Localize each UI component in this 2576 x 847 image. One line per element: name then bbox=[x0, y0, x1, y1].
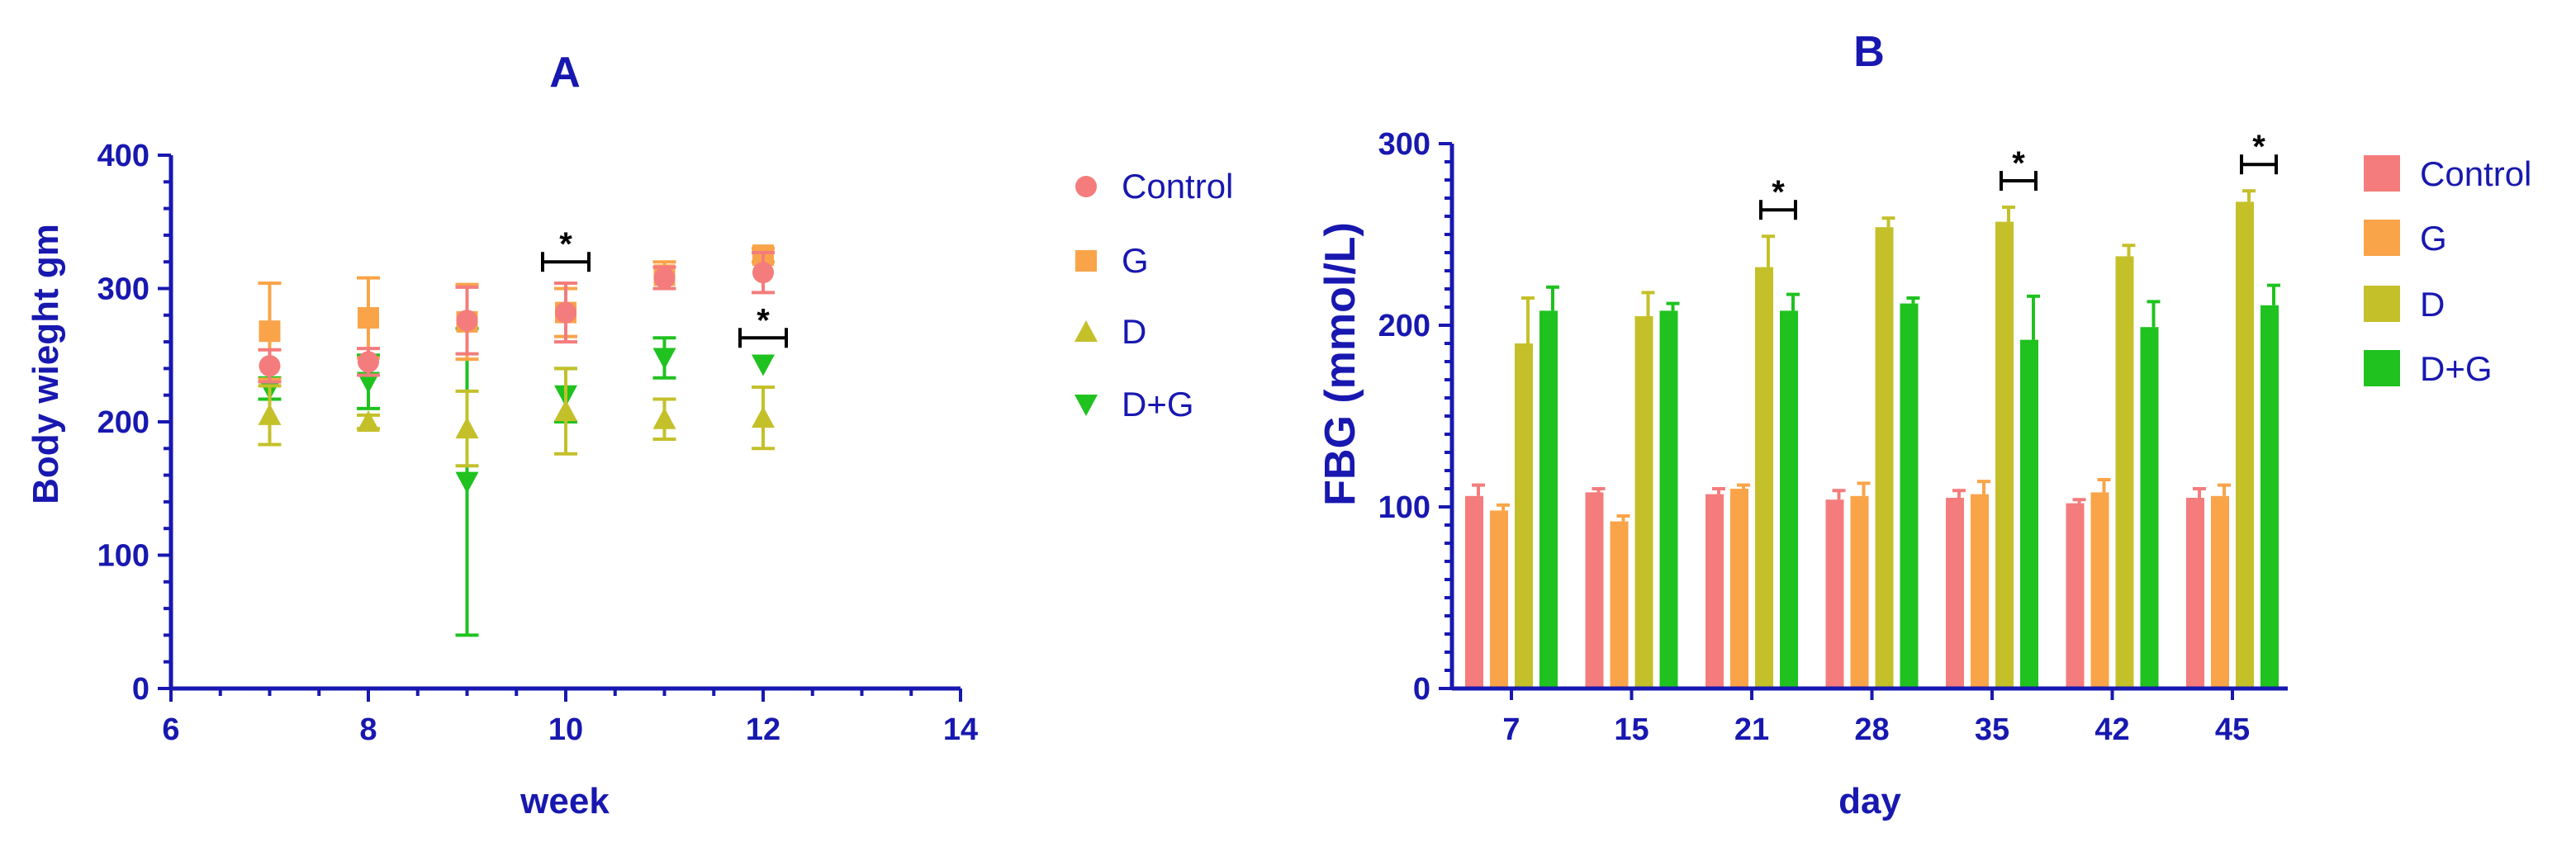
panel-b-x-tick-label: 28 bbox=[1854, 712, 1889, 747]
panel-b-control-bar bbox=[1465, 495, 1483, 688]
panel-b-d-bar bbox=[1755, 267, 1773, 688]
panel-b-d-bar bbox=[1995, 221, 2014, 689]
panel-b-d-bar bbox=[1515, 343, 1533, 688]
panel-a-d-plus-g-point bbox=[752, 354, 775, 376]
panel-a-x-tick-label: 10 bbox=[548, 712, 583, 747]
panel-b-x-tick-label: 21 bbox=[1734, 712, 1769, 747]
panel-a-control-point bbox=[555, 301, 576, 324]
panel-a-y-tick-label: 0 bbox=[132, 672, 149, 707]
panel-b-g-bar bbox=[1971, 494, 1989, 688]
panel-a-x-tick-label: 8 bbox=[359, 712, 377, 747]
panel-b-g-bar bbox=[1610, 521, 1629, 688]
panel-a-d-point bbox=[455, 417, 479, 439]
panel-b-x-tick-label: 35 bbox=[1975, 712, 2009, 747]
panel-b-legend-swatch-control bbox=[2364, 155, 2400, 192]
panel-a-significance-star: * bbox=[559, 226, 572, 263]
panel-b-g-bar bbox=[2090, 492, 2109, 688]
panel-b-y-tick-label: 100 bbox=[1378, 490, 1430, 525]
panel-a-d-plus-g-point bbox=[357, 371, 380, 394]
panel-b-d-plus-g-bar bbox=[1900, 303, 1919, 688]
panel-a-legend-label: Control bbox=[1122, 167, 1233, 206]
panel-b-y-tick-label: 200 bbox=[1378, 309, 1430, 343]
panel-b-legend-swatch-d bbox=[2364, 286, 2400, 322]
panel-b-bar-chart: B 0 100 200 300 7 15 21 28 35 42 45 day FBG (mmol/L) *… bbox=[1316, 28, 2531, 821]
panel-a-y-tick-label: 300 bbox=[97, 272, 149, 307]
panel-a-d-point bbox=[752, 406, 775, 428]
panel-a-y-axis-label: Body wieght gm bbox=[26, 224, 66, 504]
panel-a-legend-marker-g bbox=[1075, 250, 1097, 272]
panel-b-d-plus-g-bar bbox=[1659, 310, 1678, 688]
panel-b-g-bar bbox=[1490, 510, 1508, 688]
panel-a-legend-label: D+G bbox=[1122, 385, 1194, 424]
panel-b-x-tick-label: 45 bbox=[2215, 712, 2250, 747]
panel-b-g-bar bbox=[2211, 495, 2229, 688]
panel-b-g-bar bbox=[1730, 489, 1748, 688]
panel-a-x-tick-label: 14 bbox=[943, 712, 978, 747]
panel-a-control-point bbox=[259, 355, 281, 377]
panel-b-control-bar bbox=[2066, 503, 2085, 688]
panel-b-title: B bbox=[1853, 28, 1885, 76]
panel-a-y-tick-label: 200 bbox=[97, 405, 149, 440]
panel-b-y-tick-label: 300 bbox=[1378, 127, 1430, 162]
panel-a-title: A bbox=[549, 49, 581, 97]
panel-b-legend-label: Control bbox=[2420, 154, 2531, 193]
panel-b-d-plus-g-bar bbox=[2261, 305, 2279, 688]
panel-b-x-tick-label: 15 bbox=[1614, 712, 1649, 747]
panel-a-x-axis-label: week bbox=[519, 781, 610, 821]
panel-a-legend-label: D bbox=[1122, 312, 1146, 351]
panel-a-d-point bbox=[554, 400, 577, 422]
panel-b-x-tick-label: 42 bbox=[2094, 712, 2129, 747]
panel-b-control-bar bbox=[2186, 498, 2204, 688]
panel-a-scatter-chart: A 0 100 200 300 400 6 8 10 12 14 week Body wieght gm… bbox=[26, 49, 1233, 821]
panel-a-control-point bbox=[456, 310, 478, 332]
panel-b-legend-label: G bbox=[2420, 219, 2447, 258]
panel-b-control-bar bbox=[1825, 499, 1844, 688]
panel-b-d-bar bbox=[2115, 256, 2134, 688]
panel-a-x-tick-label: 6 bbox=[162, 712, 179, 747]
panel-a-d-plus-g-point bbox=[652, 348, 676, 370]
panel-b-d-bar bbox=[1634, 316, 1653, 688]
panel-a-legend-marker-d-plus-g bbox=[1075, 395, 1098, 416]
panel-a-significance-star: * bbox=[757, 302, 770, 338]
panel-a-y-tick-label: 400 bbox=[97, 139, 149, 173]
panel-a-legend-label: G bbox=[1122, 241, 1149, 280]
panel-b-significance-star: * bbox=[2252, 129, 2265, 165]
panel-b-d-bar bbox=[2236, 201, 2254, 688]
panel-a-d-point bbox=[258, 403, 282, 425]
panel-a-d-plus-g-point bbox=[455, 471, 479, 494]
panel-b-d-plus-g-bar bbox=[1780, 310, 1798, 688]
panel-b-d-plus-g-bar bbox=[2140, 327, 2159, 688]
panel-b-control-bar bbox=[1946, 498, 1964, 688]
panel-a-control-point bbox=[358, 351, 379, 373]
panel-a-control-point bbox=[752, 262, 774, 284]
panel-a-d-point bbox=[652, 407, 676, 429]
panel-a-g-point bbox=[358, 307, 379, 329]
panel-b-legend-label: D bbox=[2420, 285, 2445, 324]
panel-b-significance-star: * bbox=[1772, 174, 1785, 211]
panel-b-legend-swatch-g bbox=[2364, 220, 2400, 256]
panel-b-g-bar bbox=[1850, 495, 1869, 688]
panel-b-legend-label: D+G bbox=[2420, 349, 2493, 388]
panel-b-x-tick-label: 7 bbox=[1502, 712, 1520, 747]
panel-b-control-bar bbox=[1705, 494, 1724, 688]
panel-b-y-axis-label: FBG (mmol/L) bbox=[1316, 222, 1364, 506]
panel-b-legend-swatch-d-plus-g bbox=[2364, 350, 2400, 386]
panel-a-y-tick-label: 100 bbox=[97, 539, 149, 574]
panel-b-significance-star: * bbox=[2012, 145, 2025, 182]
panel-b-x-axis-label: day bbox=[1838, 781, 1901, 821]
panel-a-legend-marker-d bbox=[1075, 320, 1098, 342]
panel-a-g-point bbox=[259, 320, 281, 343]
panel-a-x-tick-label: 12 bbox=[746, 712, 780, 747]
panel-b-d-plus-g-bar bbox=[1539, 310, 1558, 688]
panel-a-legend-marker-control bbox=[1075, 176, 1097, 197]
panel-b-control-bar bbox=[1585, 492, 1604, 688]
panel-b-d-bar bbox=[1875, 227, 1894, 688]
panel-a-control-point bbox=[653, 267, 676, 289]
panel-a-d-point bbox=[357, 410, 380, 432]
panel-b-d-plus-g-bar bbox=[2020, 339, 2038, 688]
panel-b-y-tick-label: 0 bbox=[1413, 672, 1430, 707]
